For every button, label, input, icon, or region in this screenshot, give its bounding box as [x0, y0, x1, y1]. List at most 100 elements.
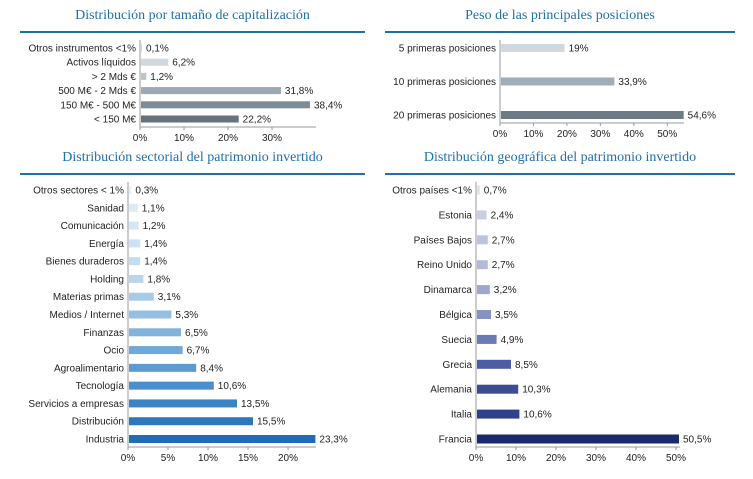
- category-label: Bélgica: [439, 310, 472, 321]
- bar: [501, 111, 684, 119]
- bar: [141, 115, 239, 123]
- chart-title: Distribución sectorial del patrimonio in…: [62, 150, 323, 165]
- bar: [501, 77, 615, 86]
- bar: [129, 221, 139, 230]
- value-label: 3,5%: [495, 310, 518, 321]
- bar: [477, 384, 519, 394]
- category-label: Italia: [451, 410, 473, 421]
- value-label: 13,5%: [241, 399, 269, 410]
- category-label: Tecnología: [76, 381, 125, 392]
- category-label: Medios / Internet: [50, 310, 125, 321]
- category-label: 150 M€ - 500 M€: [60, 100, 136, 111]
- title-rule: [385, 31, 735, 33]
- x-tick-label: 20%: [278, 453, 298, 464]
- category-label: Materias primas: [53, 292, 124, 303]
- bar: [141, 101, 310, 109]
- value-label: 23,3%: [319, 435, 347, 446]
- value-label: 3,2%: [494, 285, 517, 296]
- x-tick-label: 50%: [666, 453, 686, 464]
- chart-title: Peso de las principales posiciones: [465, 8, 655, 23]
- x-tick-label: 20%: [557, 129, 577, 140]
- value-label: 1,8%: [147, 274, 170, 285]
- x-tick-label: 20%: [546, 453, 566, 464]
- bar: [129, 310, 172, 319]
- x-tick-label: 50%: [657, 129, 677, 140]
- bar: [129, 435, 316, 443]
- bar: [129, 381, 214, 390]
- bar: [129, 363, 197, 372]
- category-label: Activos líquidos: [67, 58, 136, 69]
- x-tick-label: 20%: [218, 133, 238, 144]
- bar: [477, 210, 487, 220]
- value-label: 0,1%: [146, 44, 169, 55]
- x-tick-label: 30%: [586, 453, 606, 464]
- value-label: 3,1%: [158, 292, 181, 303]
- category-label: Otros instrumentos <1%: [28, 44, 136, 55]
- bar: [477, 235, 488, 245]
- value-label: 5,3%: [175, 310, 198, 321]
- value-label: 6,2%: [172, 58, 195, 69]
- category-label: Países Bajos: [414, 235, 472, 246]
- value-label: 15,5%: [257, 417, 285, 428]
- value-label: 10,6%: [523, 410, 551, 421]
- bar: [477, 334, 497, 344]
- category-label: Agroalimentario: [54, 363, 124, 374]
- bar: [129, 239, 141, 248]
- category-label: Energía: [89, 239, 124, 250]
- x-tick-label: 0%: [469, 453, 484, 464]
- category-label: Ocio: [103, 346, 124, 357]
- category-label: < 150 M€: [94, 115, 136, 126]
- category-label: Finanzas: [83, 328, 124, 339]
- category-label: Estonia: [439, 210, 473, 221]
- category-label: Comunicación: [61, 221, 124, 232]
- value-label: 10,6%: [218, 381, 246, 392]
- value-label: 50,5%: [683, 435, 711, 446]
- bar: [141, 44, 142, 52]
- value-label: 0,3%: [135, 186, 158, 197]
- bar: [129, 399, 237, 408]
- x-tick-label: 40%: [626, 453, 646, 464]
- value-label: 8,4%: [200, 363, 223, 374]
- category-label: 10 primeras posiciones: [393, 77, 496, 88]
- value-label: 2,7%: [492, 235, 515, 246]
- chart-title: Distribución por tamaño de capitalizació…: [75, 8, 310, 23]
- title-rule: [385, 173, 735, 175]
- bar: [129, 203, 138, 212]
- x-tick-label: 15%: [238, 453, 258, 464]
- bar: [129, 186, 132, 194]
- category-label: Reino Unido: [417, 260, 472, 271]
- value-label: 6,5%: [185, 328, 208, 339]
- x-tick-label: 10%: [174, 133, 194, 144]
- value-label: 1,4%: [144, 239, 167, 250]
- value-label: 4,9%: [501, 335, 524, 346]
- value-label: 6,7%: [187, 346, 210, 357]
- bar: [477, 285, 490, 295]
- chart-title: Distribución geográfica del patrimonio i…: [423, 150, 697, 165]
- value-label: 38,4%: [314, 100, 342, 111]
- category-label: Distribución: [72, 417, 124, 428]
- category-label: Otros países <1%: [392, 186, 472, 197]
- category-label: Bienes duraderos: [46, 257, 124, 268]
- category-label: Sanidad: [87, 203, 124, 214]
- category-label: 5 primeras posiciones: [399, 44, 496, 55]
- bar: [477, 185, 480, 195]
- bar: [129, 274, 144, 283]
- category-label: Francia: [439, 435, 473, 446]
- x-tick-label: 10%: [523, 129, 543, 140]
- bar: [501, 44, 565, 52]
- bar: [129, 328, 181, 337]
- category-label: 500 M€ - 2 Mds €: [58, 86, 136, 97]
- category-label: > 2 Mds €: [92, 72, 137, 83]
- x-tick-label: 30%: [590, 129, 610, 140]
- value-label: 2,4%: [491, 210, 514, 221]
- title-rule: [20, 173, 365, 175]
- category-label: Holding: [90, 274, 124, 285]
- value-label: 33,9%: [618, 77, 646, 88]
- x-tick-label: 0%: [133, 133, 148, 144]
- value-label: 1,1%: [142, 203, 165, 214]
- value-label: 22,2%: [243, 115, 271, 126]
- x-tick-label: 0%: [121, 453, 136, 464]
- category-label: Servicios a empresas: [28, 399, 124, 410]
- x-tick-label: 30%: [262, 133, 282, 144]
